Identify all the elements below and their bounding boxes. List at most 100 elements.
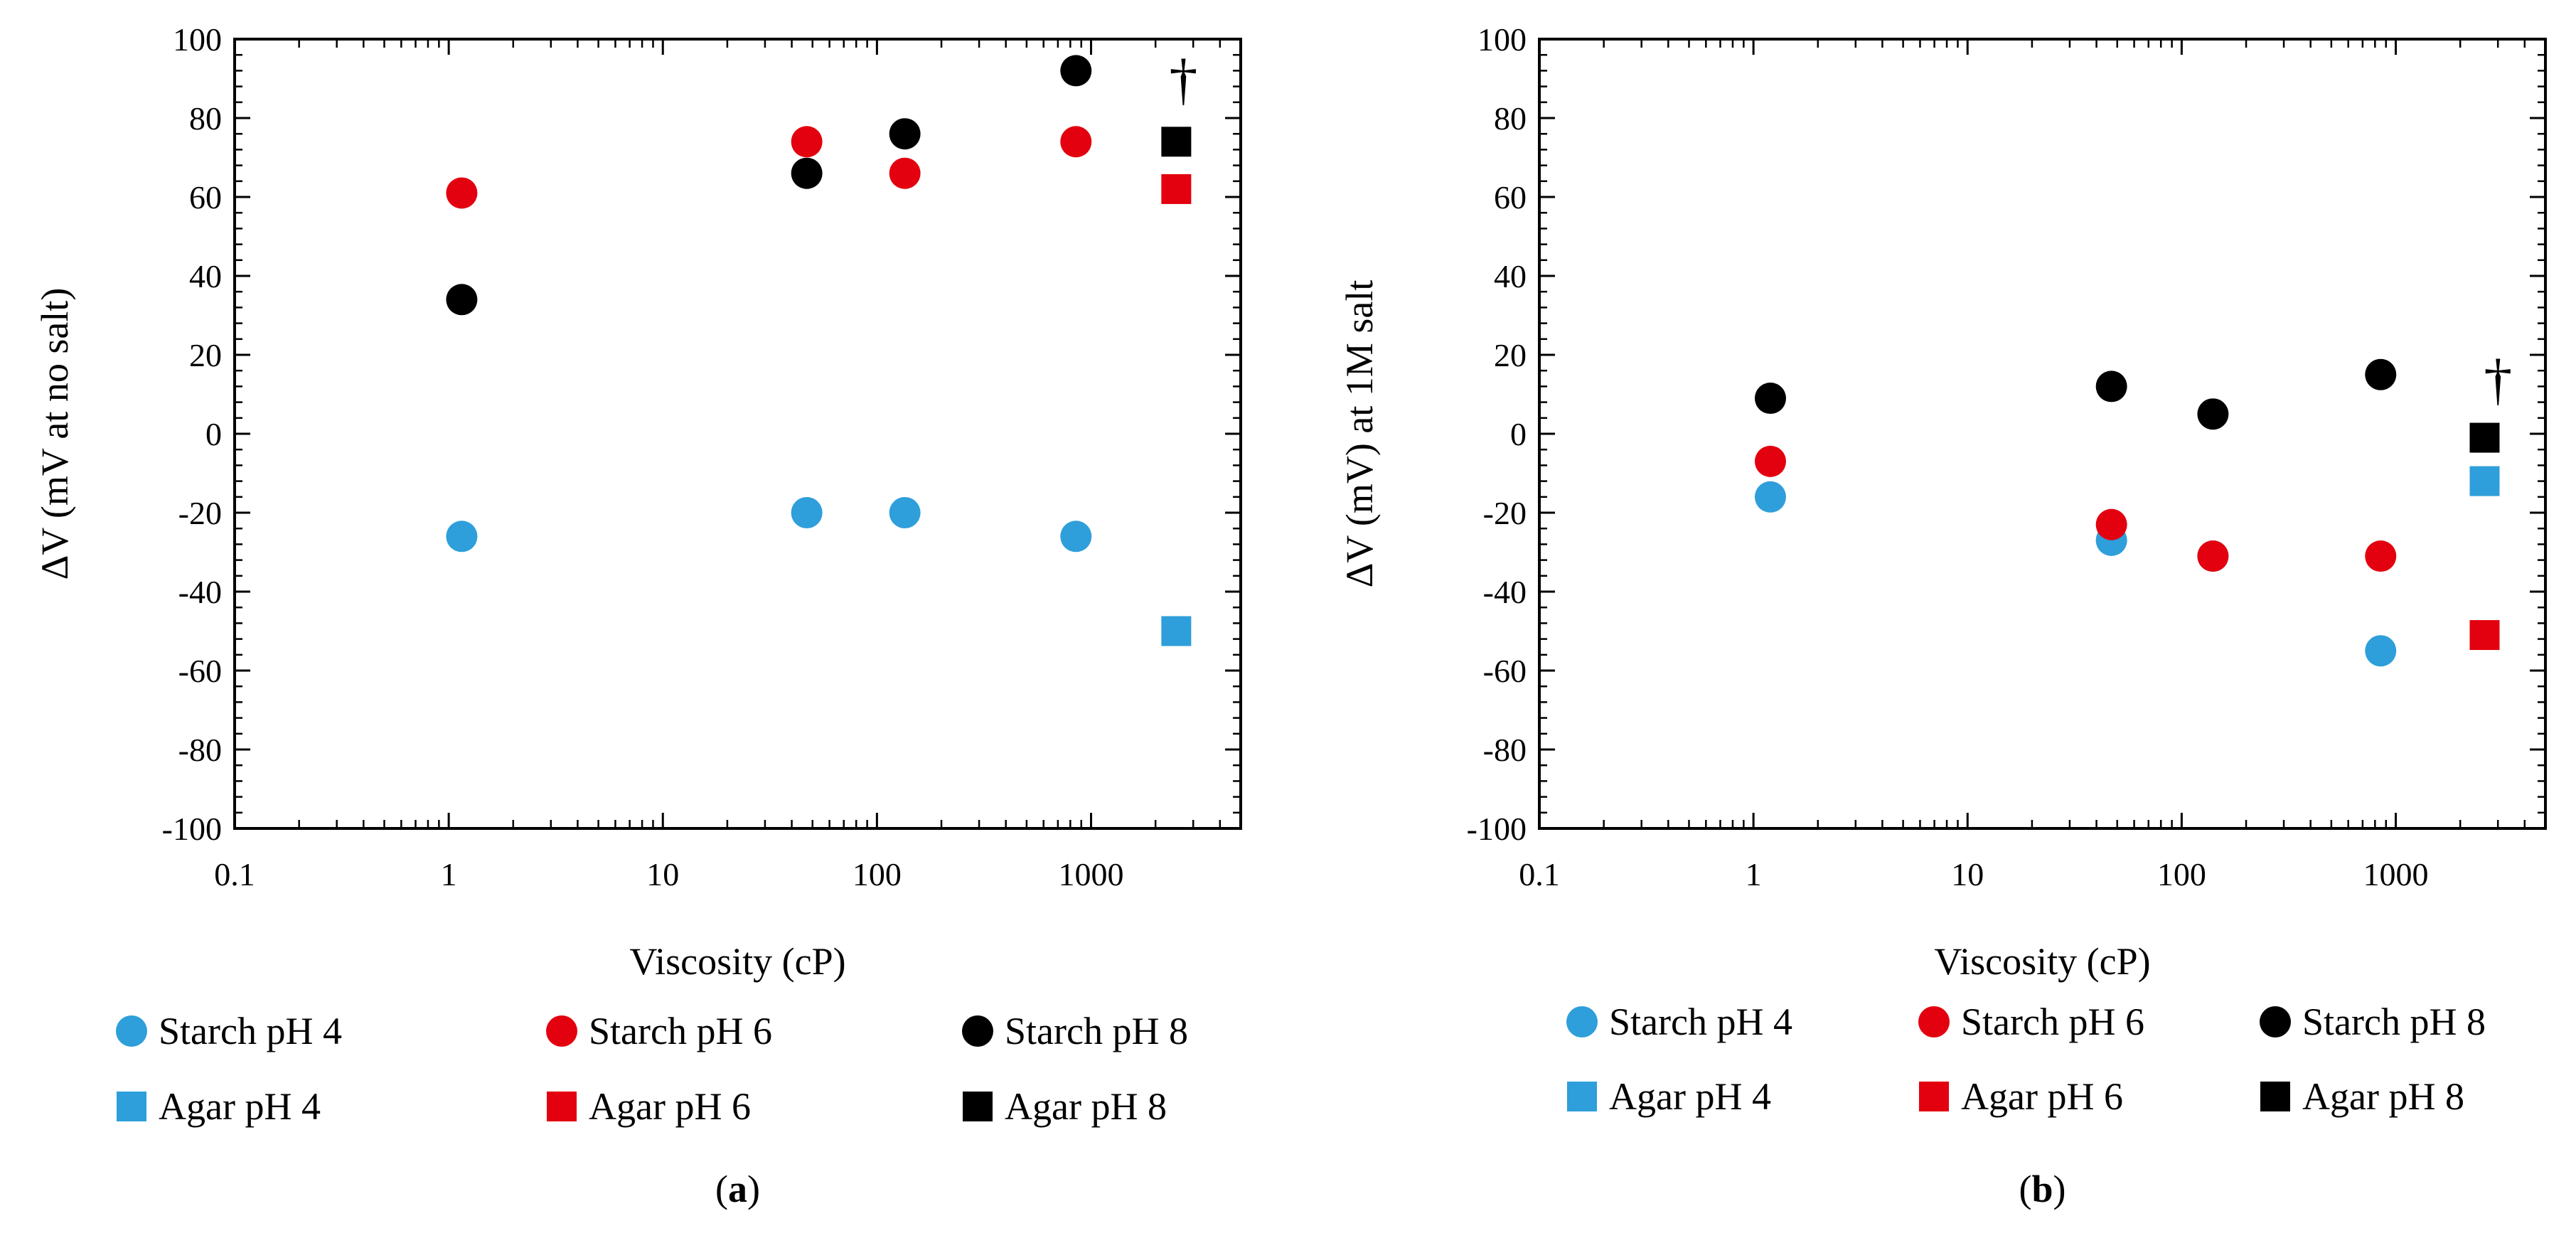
data-point-starch-ph-6 [791, 126, 823, 158]
y-tick-label: 60 [189, 179, 222, 215]
data-point-starch-ph-4 [791, 497, 823, 528]
data-point-starch-ph-8 [2365, 358, 2397, 390]
data-point-starch-ph-4 [1754, 481, 1786, 513]
y-tick-label: 0 [1510, 416, 1527, 452]
x-tick-label: 0.1 [214, 856, 255, 892]
y-tick-label: -80 [178, 732, 222, 768]
data-point-starch-ph-8 [1060, 55, 1092, 87]
data-point-starch-ph-6 [446, 177, 478, 209]
y-tick-label: -100 [1467, 811, 1527, 847]
x-tick-label: 10 [1951, 856, 1984, 892]
data-point-starch-ph-4 [889, 497, 921, 528]
legend-marker [962, 1015, 993, 1047]
legend-label: Starch pH 6 [589, 1010, 772, 1052]
data-point-starch-ph-8 [2095, 370, 2127, 402]
legend-marker [1919, 1082, 1949, 1111]
legend-label: Starch pH 8 [1005, 1010, 1188, 1052]
x-axis-title: Viscosity (cP) [629, 940, 845, 983]
data-point-starch-ph-8 [2197, 398, 2229, 430]
panel-label-paren: ) [747, 1168, 760, 1210]
legend-marker [547, 1092, 577, 1121]
y-tick-label: -20 [178, 495, 222, 531]
panel-label-paren: ( [715, 1168, 728, 1210]
x-tick-label: 0.1 [1519, 856, 1560, 892]
legend-label: Starch pH 6 [1961, 1001, 2144, 1043]
x-tick-label: 100 [853, 856, 902, 892]
y-tick-label: 80 [1494, 100, 1527, 137]
data-point-starch-ph-4 [1060, 521, 1092, 553]
data-point-agar-ph-4 [1161, 616, 1192, 646]
data-point-agar-ph-8 [1161, 127, 1192, 157]
data-point-starch-ph-6 [889, 157, 921, 189]
panel-label-letter: b [2031, 1168, 2053, 1210]
x-tick-label: 100 [2157, 856, 2206, 892]
y-tick-label: 40 [189, 258, 222, 294]
legend-marker [1567, 1082, 1597, 1111]
data-point-starch-ph-6 [1754, 445, 1786, 477]
y-tick-label: -20 [1483, 495, 1527, 531]
data-point-agar-ph-6 [1161, 174, 1192, 204]
legend-marker [2260, 1082, 2290, 1111]
legend-marker [2260, 1006, 2291, 1037]
y-tick-label: 60 [1494, 179, 1527, 215]
plot-frame [233, 38, 1242, 830]
x-tick-label: 1000 [1059, 856, 1124, 892]
data-point-starch-ph-6 [2095, 508, 2127, 540]
y-tick-label: 0 [205, 416, 222, 452]
legend-label: Agar pH 8 [1005, 1085, 1167, 1128]
data-point-agar-ph-6 [2469, 620, 2500, 651]
legend-label: Agar pH 4 [1609, 1075, 1771, 1118]
data-point-starch-ph-8 [446, 284, 478, 316]
data-point-starch-ph-6 [2197, 540, 2229, 572]
legend-label: Agar pH 8 [2302, 1075, 2464, 1118]
legend-label: Agar pH 6 [589, 1085, 751, 1128]
dagger-annotation: † [1169, 49, 1197, 112]
y-tick-label: -100 [162, 811, 222, 847]
x-axis-title: Viscosity (cP) [1934, 940, 2150, 983]
chart-panel-a: -100 -80 -60 -40 -20 0 20 40 60 80 100 0.1 1 10 100 100… [33, 21, 1242, 1210]
y-tick-label: 100 [173, 21, 222, 58]
dagger-annotation: † [2484, 348, 2512, 411]
data-point-starch-ph-6 [2365, 540, 2397, 572]
panel-label-paren: ) [2053, 1168, 2066, 1210]
y-axis-title: ΔV (mV at no salt) [33, 288, 76, 580]
legend-marker [116, 1015, 147, 1047]
legend-label: Starch pH 4 [1609, 1001, 1792, 1043]
y-tick-label: -40 [1483, 574, 1527, 610]
legend-label: Agar pH 4 [159, 1085, 321, 1128]
panel-label-letter: a [728, 1168, 747, 1210]
legend-marker [546, 1015, 577, 1047]
chart-panel-b: -100 -80 -60 -40 -20 0 20 40 60 80 100 0.1 1 10 100 100… [1338, 21, 2547, 1210]
y-tick-label: 20 [1494, 337, 1527, 373]
legend-label: Starch pH 4 [159, 1010, 342, 1052]
plot-frame [1538, 38, 2547, 830]
data-point-starch-ph-8 [889, 118, 921, 150]
x-tick-label: 10 [646, 856, 679, 892]
data-point-agar-ph-8 [2469, 422, 2500, 453]
data-point-starch-ph-8 [791, 157, 823, 189]
y-axis-title: ΔV (mV) at 1M salt [1338, 280, 1381, 588]
data-point-starch-ph-8 [1754, 383, 1786, 415]
data-point-agar-ph-4 [2469, 466, 2500, 496]
y-tick-label: -40 [178, 574, 222, 610]
legend-marker [1566, 1006, 1598, 1037]
y-tick-label: 20 [189, 337, 222, 373]
y-tick-label: 100 [1477, 21, 1527, 58]
legend-marker [117, 1092, 146, 1121]
legend-marker [963, 1092, 993, 1121]
x-tick-label: 1000 [2363, 856, 2429, 892]
y-tick-label: 80 [189, 100, 222, 137]
data-point-starch-ph-4 [2365, 635, 2397, 667]
x-tick-label: 1 [1746, 856, 1762, 892]
y-tick-label: -80 [1483, 732, 1527, 768]
y-tick-label: -60 [1483, 653, 1527, 689]
panel-label: (a) [715, 1168, 760, 1210]
y-tick-label: 40 [1494, 258, 1527, 294]
panel-label-paren: ( [2019, 1168, 2031, 1210]
legend-label: Agar pH 6 [1961, 1075, 2123, 1118]
legend-marker [1918, 1006, 1950, 1037]
panel-label: (b) [2019, 1168, 2065, 1210]
legend-label: Starch pH 8 [2302, 1001, 2486, 1043]
x-tick-label: 1 [441, 856, 457, 892]
